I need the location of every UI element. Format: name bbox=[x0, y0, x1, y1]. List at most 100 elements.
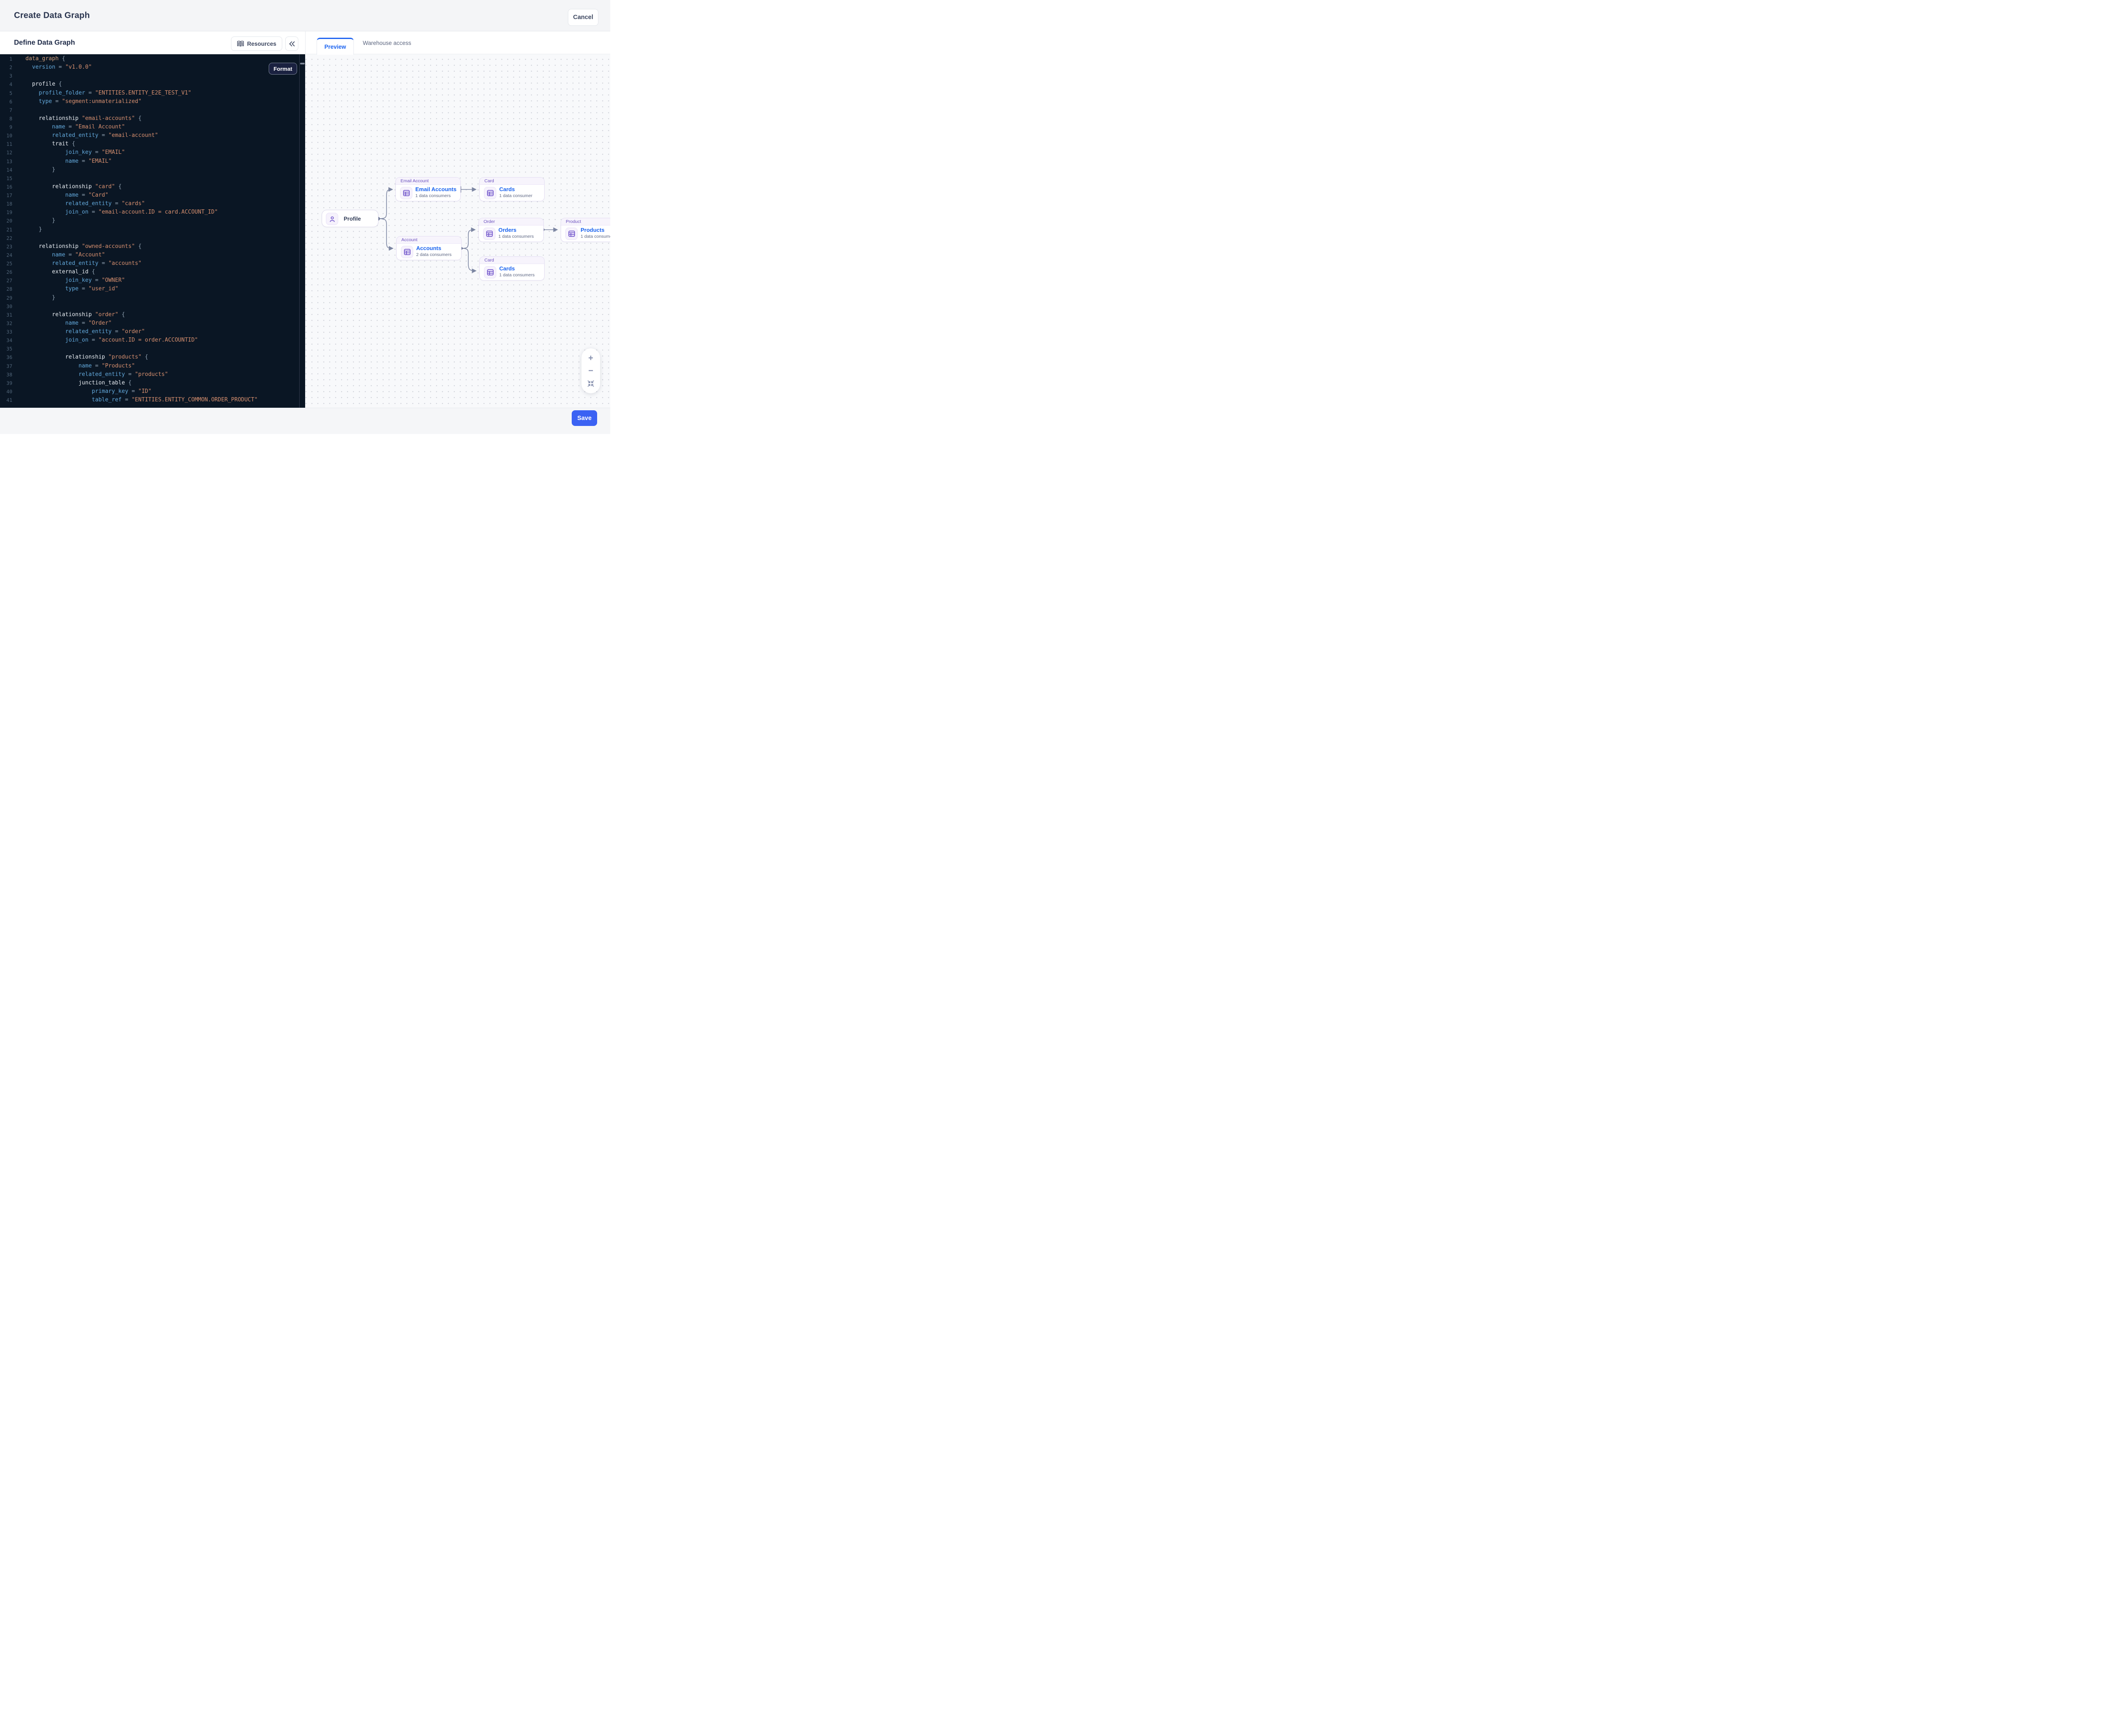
code-line: 10 related_entity = "email-account" bbox=[0, 131, 305, 140]
edge-profile-email bbox=[378, 187, 393, 219]
line-number: 36 bbox=[6, 354, 12, 361]
table-icon bbox=[401, 246, 413, 258]
code-line: 33 related_entity = "order" bbox=[0, 328, 305, 336]
entity-consumer-count: 1 data consumers bbox=[498, 234, 534, 239]
tab-preview-label: Preview bbox=[324, 44, 346, 50]
line-number: 21 bbox=[6, 226, 12, 233]
code-line: 37 name = "Products" bbox=[0, 362, 305, 370]
graph-canvas[interactable]: Profile Email Account Email Accounts 1 dat… bbox=[305, 54, 610, 408]
zoom-out-button[interactable]: − bbox=[584, 365, 597, 376]
entity-title-link[interactable]: Cards bbox=[499, 186, 515, 192]
line-number: 8 bbox=[9, 115, 12, 122]
table-icon bbox=[400, 187, 412, 199]
chevron-double-left-icon bbox=[289, 41, 295, 47]
code-lines: 1 data_graph {2 version = "v1.0.0" 3 4 prof… bbox=[0, 54, 305, 404]
line-number: 26 bbox=[6, 269, 12, 275]
table-icon bbox=[484, 187, 496, 199]
edge-account-order bbox=[461, 227, 476, 249]
tab-warehouse-access[interactable]: Warehouse access bbox=[363, 31, 411, 54]
define-panel-bar: Define Data Graph Resources bbox=[0, 31, 305, 54]
minus-icon: − bbox=[588, 366, 593, 376]
code-line: 14 } bbox=[0, 166, 305, 174]
code-line: 34 join_on = "account.ID = order.ACCOUNT… bbox=[0, 336, 305, 345]
table-icon bbox=[565, 228, 578, 240]
entity-node-account[interactable]: Account Accounts 2 data consumers bbox=[396, 236, 462, 260]
line-number: 18 bbox=[6, 201, 12, 207]
code-line: 35 bbox=[0, 345, 305, 353]
line-number: 11 bbox=[6, 141, 12, 147]
line-number: 4 bbox=[9, 81, 12, 88]
fit-view-button[interactable] bbox=[584, 378, 597, 389]
code-line: 27 join_key = "OWNER" bbox=[0, 276, 305, 285]
format-button[interactable]: Format bbox=[269, 63, 297, 75]
entity-title-link[interactable]: Email Accounts bbox=[415, 186, 457, 192]
tab-preview[interactable]: Preview bbox=[317, 38, 354, 55]
code-line: 1 data_graph { bbox=[0, 55, 305, 63]
line-number: 15 bbox=[6, 175, 12, 181]
preview-tabbar: Preview Warehouse access bbox=[305, 31, 610, 55]
collapse-panel-button[interactable] bbox=[285, 36, 298, 51]
line-number: 27 bbox=[6, 278, 12, 284]
entity-title-link[interactable]: Products bbox=[581, 227, 605, 233]
line-number: 38 bbox=[6, 371, 12, 378]
plus-icon: + bbox=[588, 353, 593, 363]
line-number: 3 bbox=[9, 73, 12, 79]
create-data-graph-page: Create Data Graph Cancel Define Data Gra… bbox=[0, 0, 610, 434]
entity-node-card-bottom[interactable]: Card Cards 1 data consumers bbox=[479, 256, 545, 281]
code-line: 7 bbox=[0, 106, 305, 114]
code-line: 32 name = "Order" bbox=[0, 319, 305, 328]
entity-group-label: Account bbox=[397, 236, 461, 244]
line-number: 35 bbox=[6, 346, 12, 352]
save-button[interactable]: Save bbox=[572, 410, 597, 426]
entity-group-label: Email Account bbox=[396, 178, 460, 185]
panel-resize-handle[interactable] bbox=[300, 63, 305, 64]
code-line: 5 profile_folder = "ENTITIES.ENTITY_E2E_… bbox=[0, 89, 305, 97]
table-icon bbox=[483, 228, 495, 240]
line-number: 34 bbox=[6, 337, 12, 344]
code-line: 13 name = "EMAIL" bbox=[0, 157, 305, 166]
entity-node-order[interactable]: Order Orders 1 data consumers bbox=[478, 218, 544, 242]
zoom-in-button[interactable]: + bbox=[584, 353, 597, 364]
line-number: 6 bbox=[9, 98, 12, 105]
line-number: 29 bbox=[6, 295, 12, 301]
code-line: 25 related_entity = "accounts" bbox=[0, 259, 305, 268]
line-number: 9 bbox=[9, 124, 12, 130]
edge-account-card bbox=[461, 248, 477, 273]
code-line: 23 relationship "owned-accounts" { bbox=[0, 242, 305, 251]
entity-node-card-top[interactable]: Card Cards 1 data consumer bbox=[479, 177, 545, 201]
entity-node-email-account[interactable]: Email Account Email Accounts 1 data consum… bbox=[395, 177, 461, 201]
panel-divider[interactable] bbox=[299, 54, 300, 408]
code-line: 17 name = "Card" bbox=[0, 191, 305, 200]
entity-consumer-count: 2 data consumers bbox=[416, 252, 452, 257]
line-number: 33 bbox=[6, 329, 12, 335]
code-line: 16 relationship "card" { bbox=[0, 183, 305, 191]
entity-consumer-count: 1 data consumer bbox=[499, 193, 533, 198]
line-number: 30 bbox=[6, 303, 12, 309]
line-number: 13 bbox=[6, 158, 12, 164]
resources-button[interactable]: Resources bbox=[231, 36, 283, 51]
code-line: 6 type = "segment:unmaterialized" bbox=[0, 97, 305, 106]
entity-consumer-count: 1 data consumers bbox=[415, 193, 451, 198]
entity-title-link[interactable]: Accounts bbox=[416, 245, 442, 251]
line-number: 37 bbox=[6, 363, 12, 369]
profile-label: Profile bbox=[344, 215, 361, 222]
line-number: 24 bbox=[6, 252, 12, 258]
line-number: 40 bbox=[6, 388, 12, 395]
entity-group-label: Card bbox=[480, 257, 544, 264]
cancel-button[interactable]: Cancel bbox=[568, 9, 598, 26]
entity-title-link[interactable]: Orders bbox=[498, 227, 517, 233]
code-line: 38 related_entity = "products" bbox=[0, 370, 305, 379]
tab-warehouse-label: Warehouse access bbox=[363, 39, 412, 46]
code-line: 15 bbox=[0, 174, 305, 183]
code-line: 26 external_id { bbox=[0, 268, 305, 276]
code-line: 18 related_entity = "cards" bbox=[0, 200, 305, 208]
code-line: 20 } bbox=[0, 217, 305, 225]
line-number: 1 bbox=[9, 56, 12, 62]
entity-title-link[interactable]: Cards bbox=[499, 265, 515, 272]
node-profile[interactable]: Profile bbox=[322, 210, 378, 227]
code-editor[interactable]: 1 data_graph {2 version = "v1.0.0" 3 4 prof… bbox=[0, 54, 305, 408]
line-number: 10 bbox=[6, 133, 12, 139]
book-icon bbox=[237, 40, 244, 47]
code-line: 11 trait { bbox=[0, 140, 305, 148]
